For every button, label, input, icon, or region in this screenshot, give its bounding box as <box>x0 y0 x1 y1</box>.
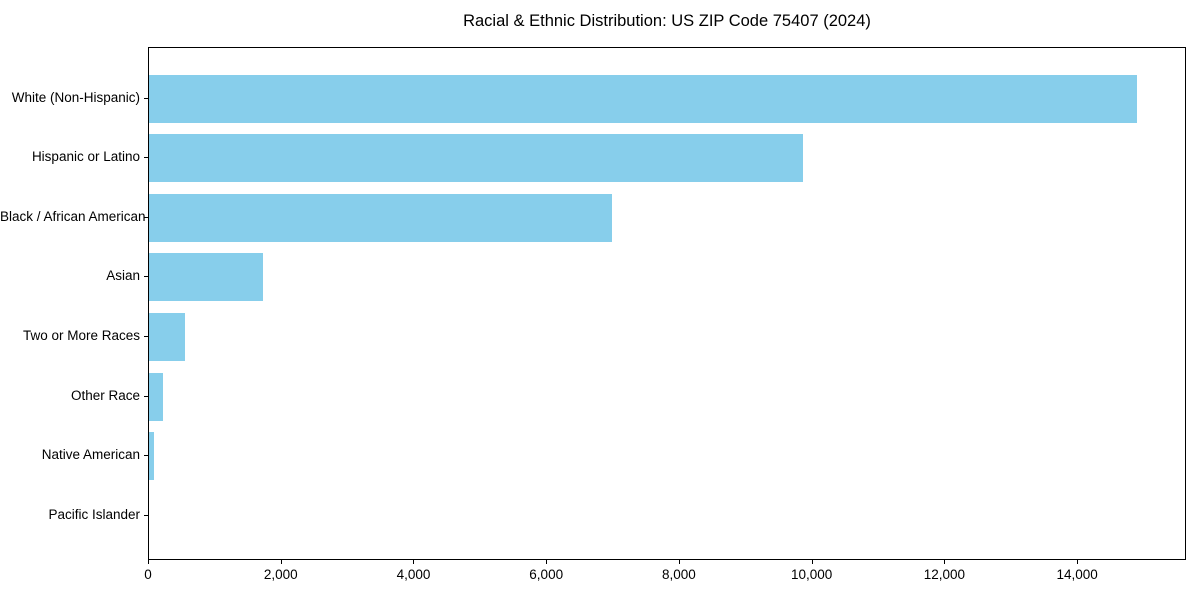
x-tick-label: 10,000 <box>791 567 833 582</box>
bar <box>149 372 163 421</box>
x-tick-mark <box>944 560 946 564</box>
bar <box>149 134 804 183</box>
y-tick-label: Two or More Races <box>22 328 140 344</box>
bar <box>149 253 264 302</box>
x-tick-mark <box>546 560 548 564</box>
bar <box>149 313 185 362</box>
y-tick-mark <box>144 395 148 397</box>
bar <box>149 432 154 481</box>
x-tick-label: 6,000 <box>529 567 564 582</box>
y-tick-mark <box>144 455 148 457</box>
y-tick-mark <box>144 216 148 218</box>
x-tick-mark <box>811 560 813 564</box>
y-tick-label: White (Non-Hispanic) <box>11 89 140 105</box>
chart-title: Racial & Ethnic Distribution: US ZIP Cod… <box>463 12 871 30</box>
x-tick-label: 0 <box>144 567 152 582</box>
bar <box>149 193 613 242</box>
y-tick-label: Hispanic or Latino <box>31 149 140 165</box>
y-tick-mark <box>144 157 148 159</box>
y-tick-mark <box>144 515 148 517</box>
x-tick-label: 2,000 <box>263 567 298 582</box>
x-tick-label: 8,000 <box>662 567 696 582</box>
x-tick-label: 12,000 <box>923 567 966 582</box>
y-tick-label: Other Race <box>70 387 140 403</box>
plot-area <box>148 47 1186 560</box>
x-tick-mark <box>678 560 680 564</box>
x-tick-mark <box>148 560 149 564</box>
x-tick-mark <box>280 560 282 564</box>
y-tick-mark <box>144 336 148 338</box>
y-tick-mark <box>144 97 148 99</box>
y-tick-label: Black / African American <box>0 208 146 224</box>
y-tick-label: Asian <box>106 268 140 284</box>
x-tick-mark <box>1077 560 1079 564</box>
y-tick-mark <box>144 276 148 278</box>
y-tick-label: Native American <box>41 447 140 463</box>
y-tick-label: Pacific Islander <box>48 507 140 523</box>
x-tick-label: 4,000 <box>396 567 431 582</box>
x-tick-mark <box>413 560 415 564</box>
bar <box>149 74 1138 123</box>
x-tick-label: 14,000 <box>1056 567 1098 582</box>
